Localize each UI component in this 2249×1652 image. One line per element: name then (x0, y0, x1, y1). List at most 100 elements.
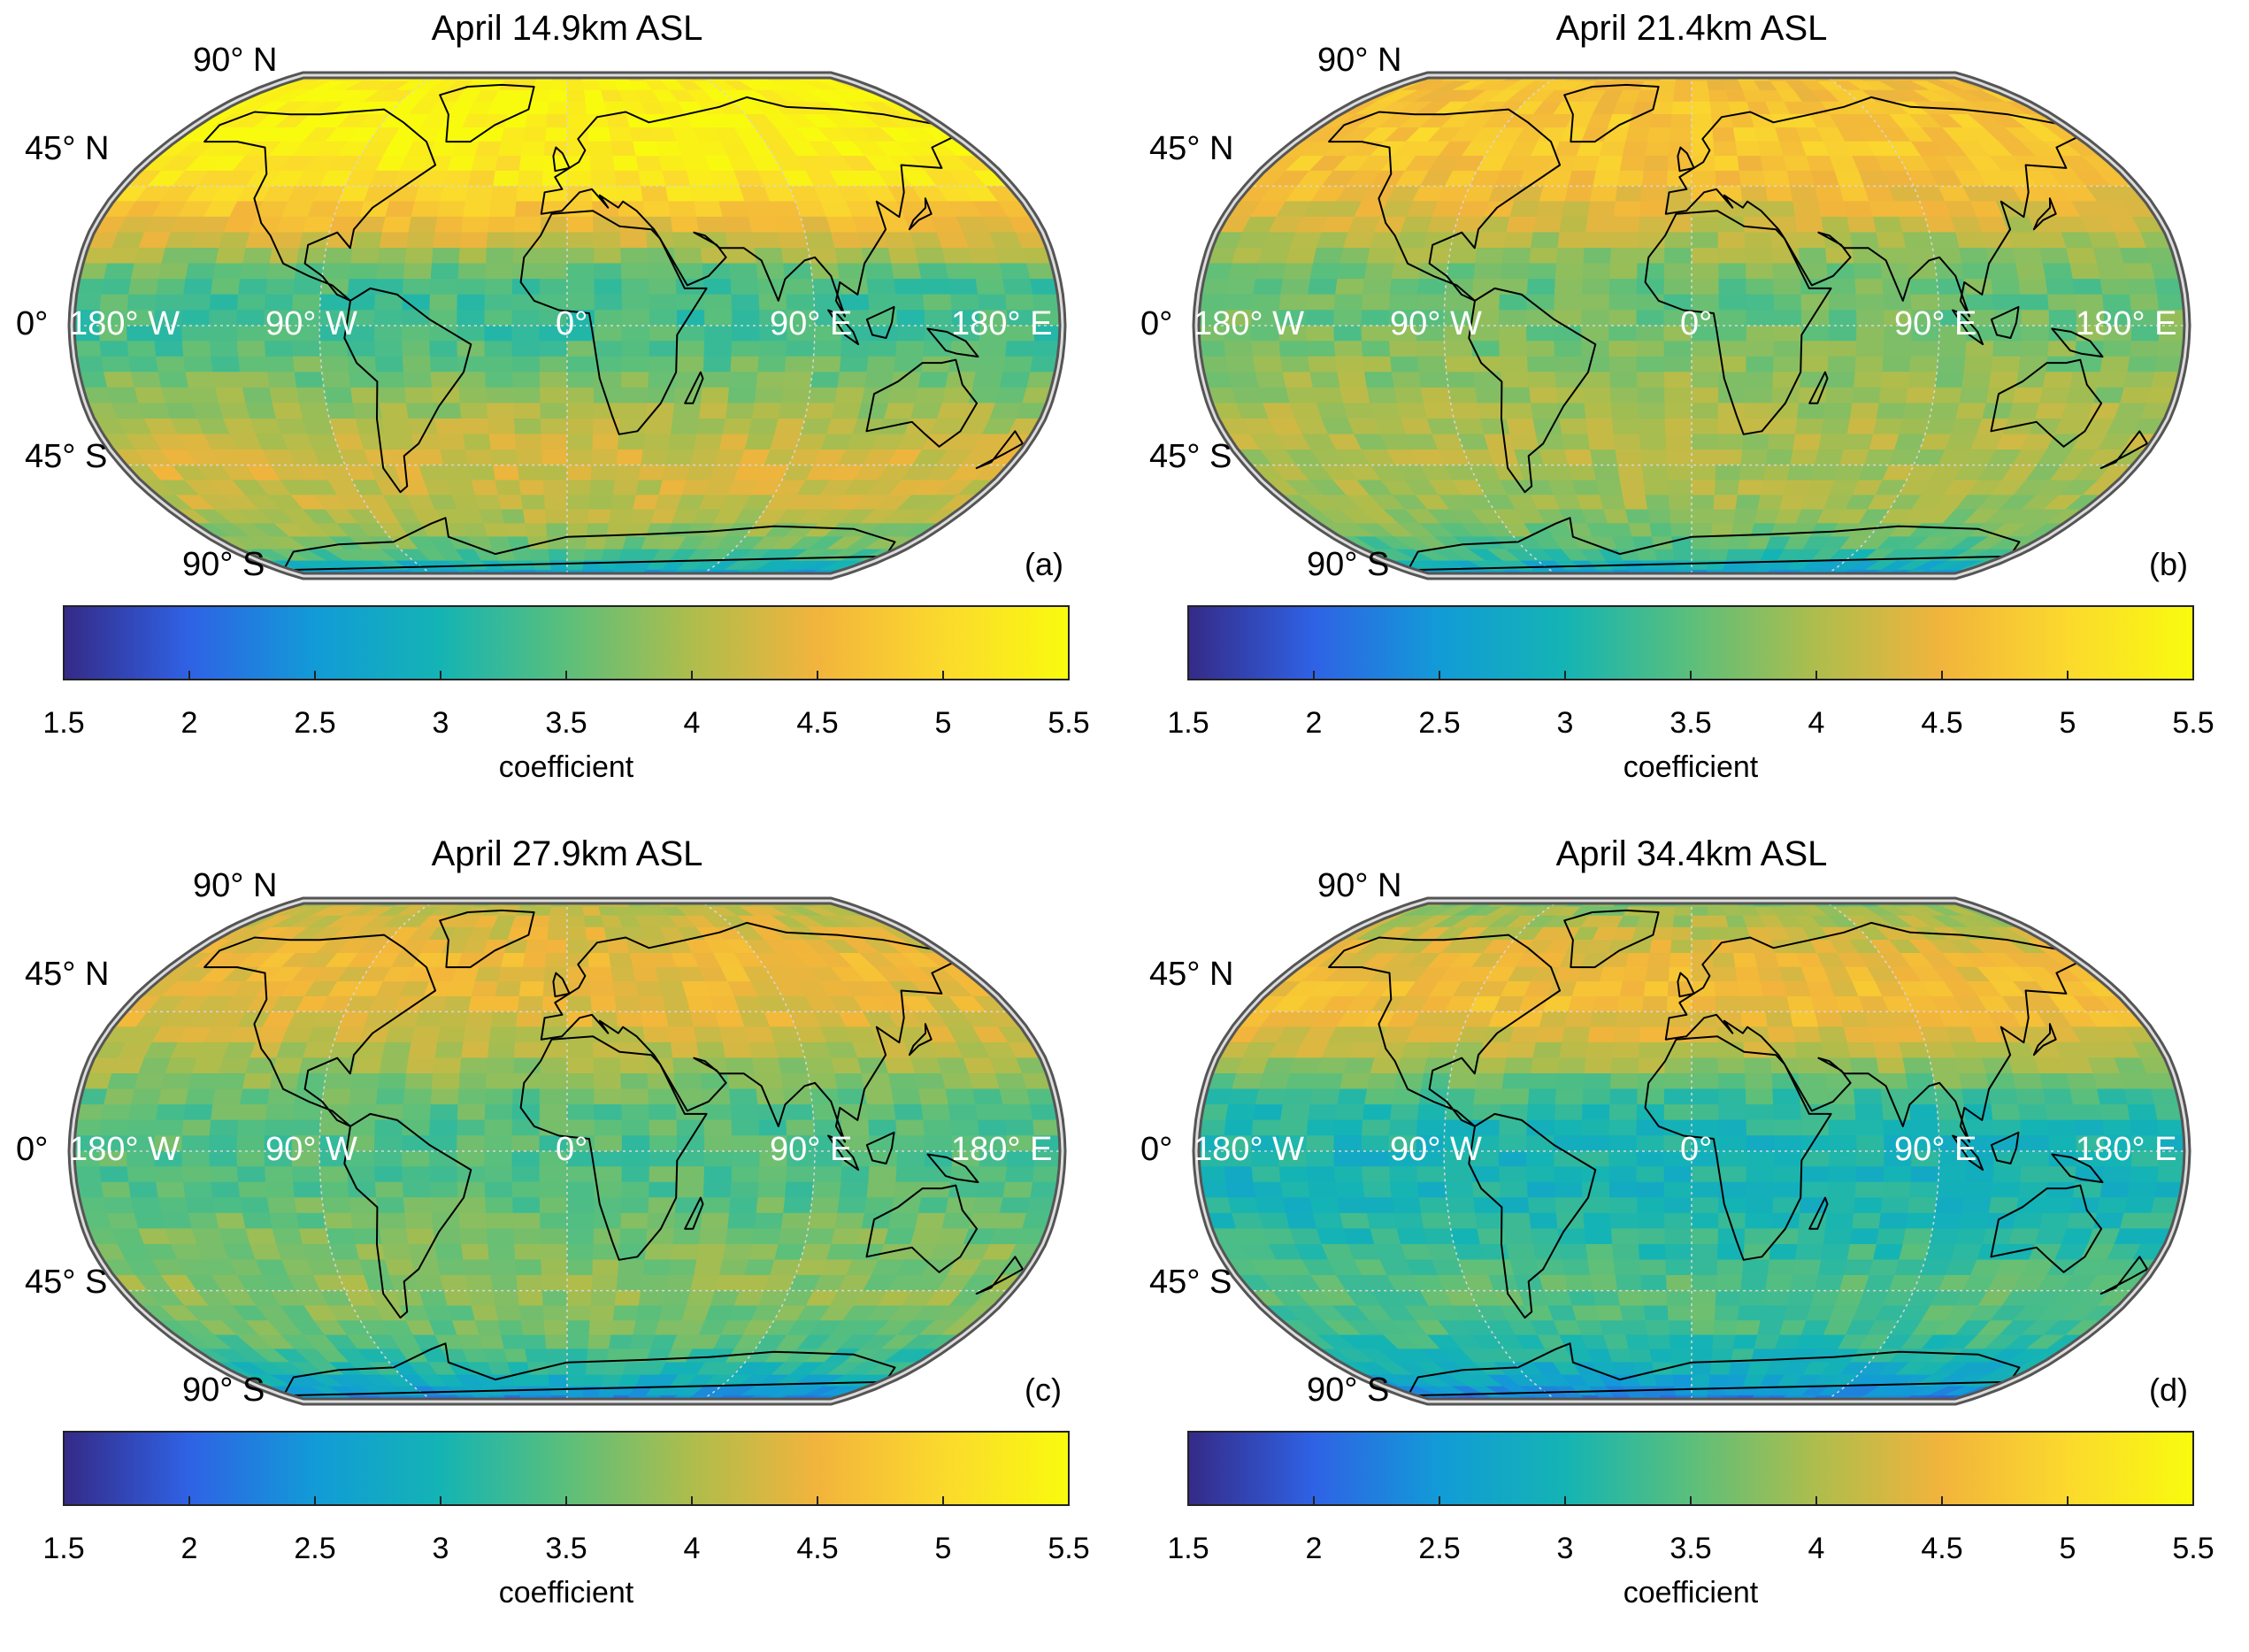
map-panel-a: April 14.9km ASL 90° N 45° N 0° 45° S 90° S 18… (0, 0, 1124, 826)
field-cell (404, 1212, 434, 1230)
field-cell (2039, 247, 2071, 265)
field-cell (1731, 114, 1755, 128)
field-cell (431, 1072, 461, 1090)
field-cell (464, 186, 494, 202)
field-cell (2020, 294, 2050, 311)
field-cell (866, 356, 896, 373)
field-cell (670, 418, 700, 435)
field-cell (326, 403, 357, 419)
field-cell (1769, 1243, 1798, 1261)
field-cell (1907, 372, 1938, 388)
field-cell (1498, 1150, 1527, 1167)
field-cell (1818, 1259, 1848, 1276)
field-cell (1585, 216, 1615, 234)
field-cell (1447, 247, 1478, 265)
field-cell (542, 480, 568, 496)
field-cell (547, 101, 568, 115)
field-cell (185, 1088, 217, 1105)
field-cell (447, 1305, 476, 1321)
field-cell (690, 186, 720, 202)
field-cell (1532, 1041, 1562, 1059)
field-cell (1593, 170, 1621, 187)
field-cell (347, 1181, 377, 1198)
field-cell (592, 1259, 620, 1276)
field-cell (610, 966, 637, 982)
field-cell (2008, 1228, 2040, 1245)
field-cell (539, 341, 568, 357)
field-cell (418, 465, 449, 481)
coastline-japan (908, 197, 933, 231)
colorbar-tick-label: 2.5 (294, 706, 335, 740)
field-cell (644, 1243, 673, 1261)
field-cell (1390, 279, 1420, 296)
field-cell (1475, 247, 1505, 265)
field-cell (1786, 170, 1815, 187)
field-cell (921, 356, 951, 373)
field-cell (1498, 1135, 1527, 1152)
field-cell (1992, 341, 2023, 357)
field-cell (1929, 232, 1961, 249)
field-cell (1663, 263, 1693, 280)
longitude-label: 90° W (265, 1131, 357, 1168)
field-cell (1581, 310, 1610, 327)
colorbar (1187, 605, 2194, 680)
field-cell (1316, 1057, 1349, 1074)
field-cell (165, 1228, 198, 1245)
field-cell (1585, 418, 1615, 435)
field-cell (810, 1197, 840, 1214)
field-cell (276, 216, 309, 234)
field-cell (1670, 114, 1693, 128)
field-cell (1564, 186, 1593, 202)
field-cell (1855, 341, 1884, 357)
field-cell (994, 387, 1027, 404)
field-cell (1773, 341, 1802, 357)
field-cell (1708, 915, 1730, 928)
field-cell (1617, 465, 1645, 481)
field-cell (242, 247, 273, 265)
field-cell (662, 1290, 691, 1307)
field-cell (1924, 418, 1957, 435)
field-cell (1691, 1197, 1720, 1214)
field-cell (2042, 1088, 2074, 1105)
field-cell (566, 1374, 587, 1387)
field-cell (269, 387, 300, 404)
field-cell (490, 1274, 518, 1292)
field-cell (1745, 247, 1774, 265)
field-cell (1555, 247, 1585, 265)
field-cell (434, 1041, 464, 1059)
field-cell (2008, 232, 2040, 249)
field-cell (857, 1057, 889, 1074)
latitude-label: 0° (16, 305, 48, 342)
coastline-japan (2032, 197, 2057, 231)
field-cell (430, 263, 460, 280)
colorbar-tick-label: 1.5 (1167, 706, 1209, 740)
field-cell (1483, 1259, 1515, 1276)
field-cell (616, 186, 644, 202)
field-cell (485, 1072, 514, 1090)
field-cell (618, 216, 647, 234)
field-cell (522, 953, 547, 968)
field-cell (1609, 247, 1639, 265)
field-cell (1707, 81, 1727, 91)
coastline-europe-asia (1664, 96, 2081, 318)
colorbar-tick-label: 5 (2060, 706, 2076, 740)
field-cell (1691, 449, 1718, 466)
field-cell (541, 1259, 568, 1276)
field-cell (1691, 81, 1709, 91)
field-cell (1959, 1212, 1990, 1230)
field-cell (349, 1088, 379, 1105)
field-cell (525, 940, 548, 954)
field-cell (633, 495, 660, 511)
field-cell (546, 1348, 568, 1364)
field-cell (1554, 294, 1583, 311)
field-cell (1905, 387, 1936, 404)
field-cell (181, 1166, 211, 1183)
field-cell (1343, 1057, 1375, 1074)
field-cell (923, 1166, 953, 1183)
field-cell (1612, 418, 1640, 435)
field-cell (209, 1150, 238, 1167)
field-cell (464, 449, 494, 466)
field-cell (566, 81, 585, 91)
field-cell (513, 1041, 542, 1059)
field-cell (1308, 1104, 1338, 1121)
